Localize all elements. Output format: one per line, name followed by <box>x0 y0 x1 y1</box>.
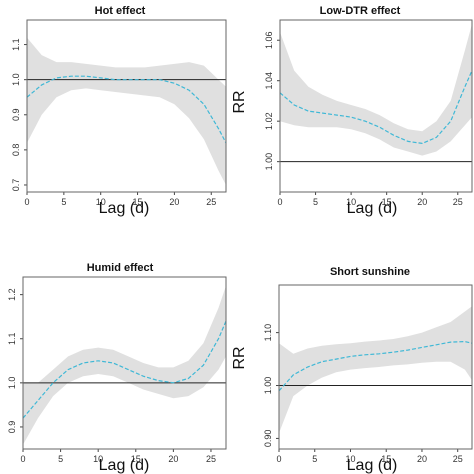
y-axis: 0.90 1.00 1.10 <box>263 324 279 447</box>
confidence-band <box>279 306 472 434</box>
y-tick-label: 1.04 <box>264 72 274 90</box>
y-tick-label: 1.06 <box>264 31 274 49</box>
x-axis-label: Lag (d) <box>347 200 398 217</box>
y-tick-label: 0.8 <box>11 144 21 157</box>
confidence-band <box>23 285 226 445</box>
confidence-band <box>27 37 226 185</box>
panel-low-dtr-effect: Low-DTR effect 1.00 1.02 1.04 1.06 0 5 10 15 20… <box>231 5 473 217</box>
x-tick-label: 15 <box>133 197 143 207</box>
plot-frame <box>22 276 227 450</box>
x-axis-label: Lag (d) <box>99 200 150 217</box>
x-tick-label: 5 <box>313 197 318 207</box>
y-axis-label: RR <box>231 90 248 113</box>
x-tick-label: 25 <box>453 454 463 464</box>
x-tick-label: 15 <box>131 454 141 464</box>
y-tick-label: 0.9 <box>7 421 17 434</box>
x-tick-label: 15 <box>382 197 392 207</box>
panel-hot-effect: Hot effect 0.7 0.8 0.9 1.0 1.1 0 5 10 15 20 25 La… <box>11 5 227 217</box>
panel-title: Humid effect <box>87 262 154 274</box>
x-tick-label: 0 <box>277 197 282 207</box>
plot-area <box>22 276 227 450</box>
y-axis: 0.7 0.8 0.9 1.0 1.1 <box>11 38 27 191</box>
y-tick-label: 1.1 <box>7 332 17 345</box>
x-tick-label: 25 <box>453 197 463 207</box>
y-tick-label: 1.00 <box>263 377 273 395</box>
y-tick-label: 0.90 <box>263 430 273 448</box>
x-axis-label: Lag (d) <box>99 457 150 474</box>
y-tick-label: 1.2 <box>7 288 17 301</box>
y-tick-label: 1.10 <box>263 324 273 342</box>
x-tick-label: 10 <box>96 197 106 207</box>
x-tick-label: 5 <box>61 197 66 207</box>
x-tick-label: 5 <box>312 454 317 464</box>
panel-title: Hot effect <box>95 5 146 17</box>
y-tick-label: 1.0 <box>11 73 21 86</box>
plot-area <box>26 19 227 193</box>
x-axis: 0 5 10 15 20 25 <box>276 449 463 464</box>
plot-area <box>279 19 473 193</box>
plot-frame <box>279 19 473 193</box>
x-tick-label: 0 <box>20 454 25 464</box>
x-tick-label: 20 <box>169 197 179 207</box>
panel-short-sunshine: Short sunshine 0.90 1.00 1.10 0 5 10 15 20 25 L… <box>231 266 473 474</box>
x-axis-label: Lag (d) <box>347 457 398 474</box>
x-axis: 0 5 10 15 20 25 <box>277 192 463 207</box>
plot-frame <box>26 19 227 193</box>
estimate-line <box>26 75 227 144</box>
x-tick-label: 20 <box>168 454 178 464</box>
y-axis: 0.9 1.0 1.1 1.2 <box>7 288 23 433</box>
estimate-line <box>278 340 473 392</box>
y-tick-label: 1.02 <box>264 112 274 130</box>
y-tick-label: 0.7 <box>11 179 21 192</box>
plot-frame <box>278 284 473 450</box>
confidence-band <box>280 24 472 156</box>
estimate-line <box>22 320 227 419</box>
x-tick-label: 25 <box>206 197 216 207</box>
y-tick-label: 1.1 <box>11 38 21 51</box>
panel-title: Low-DTR effect <box>320 5 401 17</box>
x-tick-label: 20 <box>417 454 427 464</box>
x-tick-label: 10 <box>346 197 356 207</box>
x-tick-label: 20 <box>417 197 427 207</box>
x-tick-label: 10 <box>93 454 103 464</box>
y-axis: 1.00 1.02 1.04 1.06 <box>264 31 280 170</box>
y-axis-label: RR <box>231 346 248 369</box>
panel-humid-effect: Humid effect 0.9 1.0 1.1 1.2 0 5 10 15 20 25 Lag… <box>7 262 227 474</box>
estimate-line <box>279 70 473 145</box>
plot-area <box>278 284 473 450</box>
panel-title: Short sunshine <box>330 266 410 278</box>
x-tick-label: 10 <box>345 454 355 464</box>
y-tick-label: 0.9 <box>11 109 21 122</box>
x-tick-label: 0 <box>24 197 29 207</box>
x-tick-label: 5 <box>58 454 63 464</box>
y-tick-label: 1.0 <box>7 377 17 390</box>
x-tick-label: 15 <box>381 454 391 464</box>
x-tick-label: 0 <box>276 454 281 464</box>
y-tick-label: 1.00 <box>264 153 274 171</box>
x-tick-label: 25 <box>206 454 216 464</box>
